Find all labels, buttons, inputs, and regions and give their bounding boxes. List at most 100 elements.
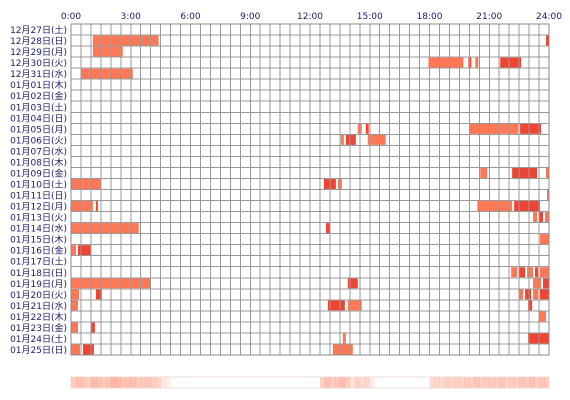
summary-strip-frame	[70, 376, 550, 389]
summary-strip-cell	[80, 377, 87, 388]
x-tick-label: 6:00	[180, 12, 200, 22]
row-label: 01月05日(月)	[10, 124, 67, 135]
summary-strip-cell	[524, 377, 530, 388]
summary-strip-cell	[205, 377, 210, 388]
summary-strip-cell	[181, 377, 186, 388]
summary-strip-cell	[220, 377, 225, 388]
x-tick-label: 0:00	[61, 12, 81, 22]
activity-bar	[539, 311, 547, 322]
activity-bar	[546, 35, 549, 46]
x-tick-label: 12:00	[297, 12, 323, 22]
summary-strip-cell	[260, 377, 265, 388]
plot-frame	[70, 23, 550, 356]
summary-strip-cell	[359, 377, 366, 388]
summary-strip-cell	[160, 377, 167, 388]
summary-strip-cell	[454, 377, 460, 388]
row-label: 01月03日(土)	[10, 101, 67, 113]
activity-bar	[71, 344, 80, 355]
activity-bar	[95, 289, 102, 300]
activity-bar	[347, 300, 362, 311]
row-label: 01月18日(日)	[10, 268, 67, 279]
summary-strip-cell	[265, 377, 270, 388]
summary-strip-cell	[474, 377, 480, 388]
summary-strip-cell	[459, 377, 465, 388]
activity-bar	[528, 300, 533, 311]
summary-strip-cell	[534, 377, 540, 388]
summary-strip-cell	[405, 377, 410, 388]
x-tick-label: 15:00	[357, 12, 383, 22]
activity-bar	[512, 167, 538, 178]
summary-strip-cell	[364, 377, 371, 388]
row-label: 01月08日(木)	[10, 156, 67, 168]
summary-strip-cell	[329, 377, 336, 388]
activity-bar	[545, 212, 549, 223]
summary-strip-cell	[509, 377, 515, 388]
activity-bar	[325, 223, 330, 234]
summary-strip	[70, 376, 550, 389]
summary-strip-cell	[415, 377, 420, 388]
summary-strip-cell	[464, 377, 470, 388]
x-tick-label: 21:00	[476, 12, 502, 22]
row-label: 01月14日(水)	[10, 223, 67, 235]
activity-bar	[514, 201, 541, 212]
summary-strip-cell	[125, 377, 132, 388]
summary-strip-cell	[120, 377, 127, 388]
summary-strip-cell	[285, 377, 290, 388]
activity-bar	[342, 333, 346, 344]
summary-strip-cell	[375, 377, 380, 388]
row-label: 01月01日(木)	[10, 79, 67, 91]
summary-strip-cell	[130, 377, 137, 388]
summary-strip-cell	[529, 377, 535, 388]
activity-bar	[519, 289, 524, 300]
activity-bar	[95, 201, 98, 212]
row-label: 01月19日(月)	[10, 279, 67, 290]
activity-bar	[480, 167, 488, 178]
summary-strip-cell	[499, 377, 505, 388]
x-axis-ticks: 0:00 3:00 6:00 9:00 12:00 15:00 18:00 21:00 24:0…	[61, 12, 562, 22]
activity-bar	[92, 46, 123, 57]
summary-strip-cell	[295, 377, 300, 388]
summary-strip-cell	[504, 377, 510, 388]
activity-bar	[82, 344, 94, 355]
summary-strip-cell	[235, 377, 240, 388]
row-label: 12月27日(土)	[10, 24, 67, 36]
row-label: 12月28日(日)	[10, 36, 67, 47]
activity-bar	[527, 267, 534, 278]
activity-bar	[71, 245, 76, 256]
activity-bar	[340, 134, 344, 145]
summary-strip-cell	[349, 377, 356, 388]
row-label: 01月23日(金)	[10, 322, 67, 334]
summary-strip-cell	[250, 377, 255, 388]
activity-bar	[511, 267, 518, 278]
summary-strip-cell	[165, 377, 171, 388]
row-label: 01月15日(木)	[10, 234, 67, 246]
summary-strip-cell	[115, 377, 122, 388]
row-label: 01月12日(月)	[10, 202, 67, 213]
activity-bar	[520, 123, 542, 134]
summary-strip-cell	[105, 377, 112, 388]
activity-bar	[533, 278, 542, 289]
summary-strip-cell	[210, 377, 215, 388]
summary-strip-cell	[429, 377, 435, 388]
activity-bar	[525, 289, 532, 300]
activity-bar	[71, 300, 78, 311]
summary-strip-cell	[140, 377, 147, 388]
activity-bar	[469, 123, 519, 134]
activity-bar	[546, 167, 549, 178]
summary-strip-cell	[75, 377, 82, 388]
summary-strip-cell	[489, 377, 495, 388]
summary-strip-cell	[100, 377, 107, 388]
summary-strip-cell	[135, 377, 142, 388]
summary-strip-cell	[145, 377, 152, 388]
summary-strip-cell	[519, 377, 525, 388]
row-label: 01月04日(日)	[10, 113, 67, 124]
summary-strip-cell	[245, 377, 250, 388]
summary-strip-cell	[514, 377, 520, 388]
activity-bar	[365, 123, 369, 134]
summary-strip-cell	[439, 377, 445, 388]
summary-strip-cell	[155, 377, 162, 388]
activity-bar	[533, 212, 538, 223]
summary-strip-cell	[240, 377, 245, 388]
row-label: 12月30日(火)	[10, 58, 67, 69]
summary-strip-cell	[449, 377, 455, 388]
